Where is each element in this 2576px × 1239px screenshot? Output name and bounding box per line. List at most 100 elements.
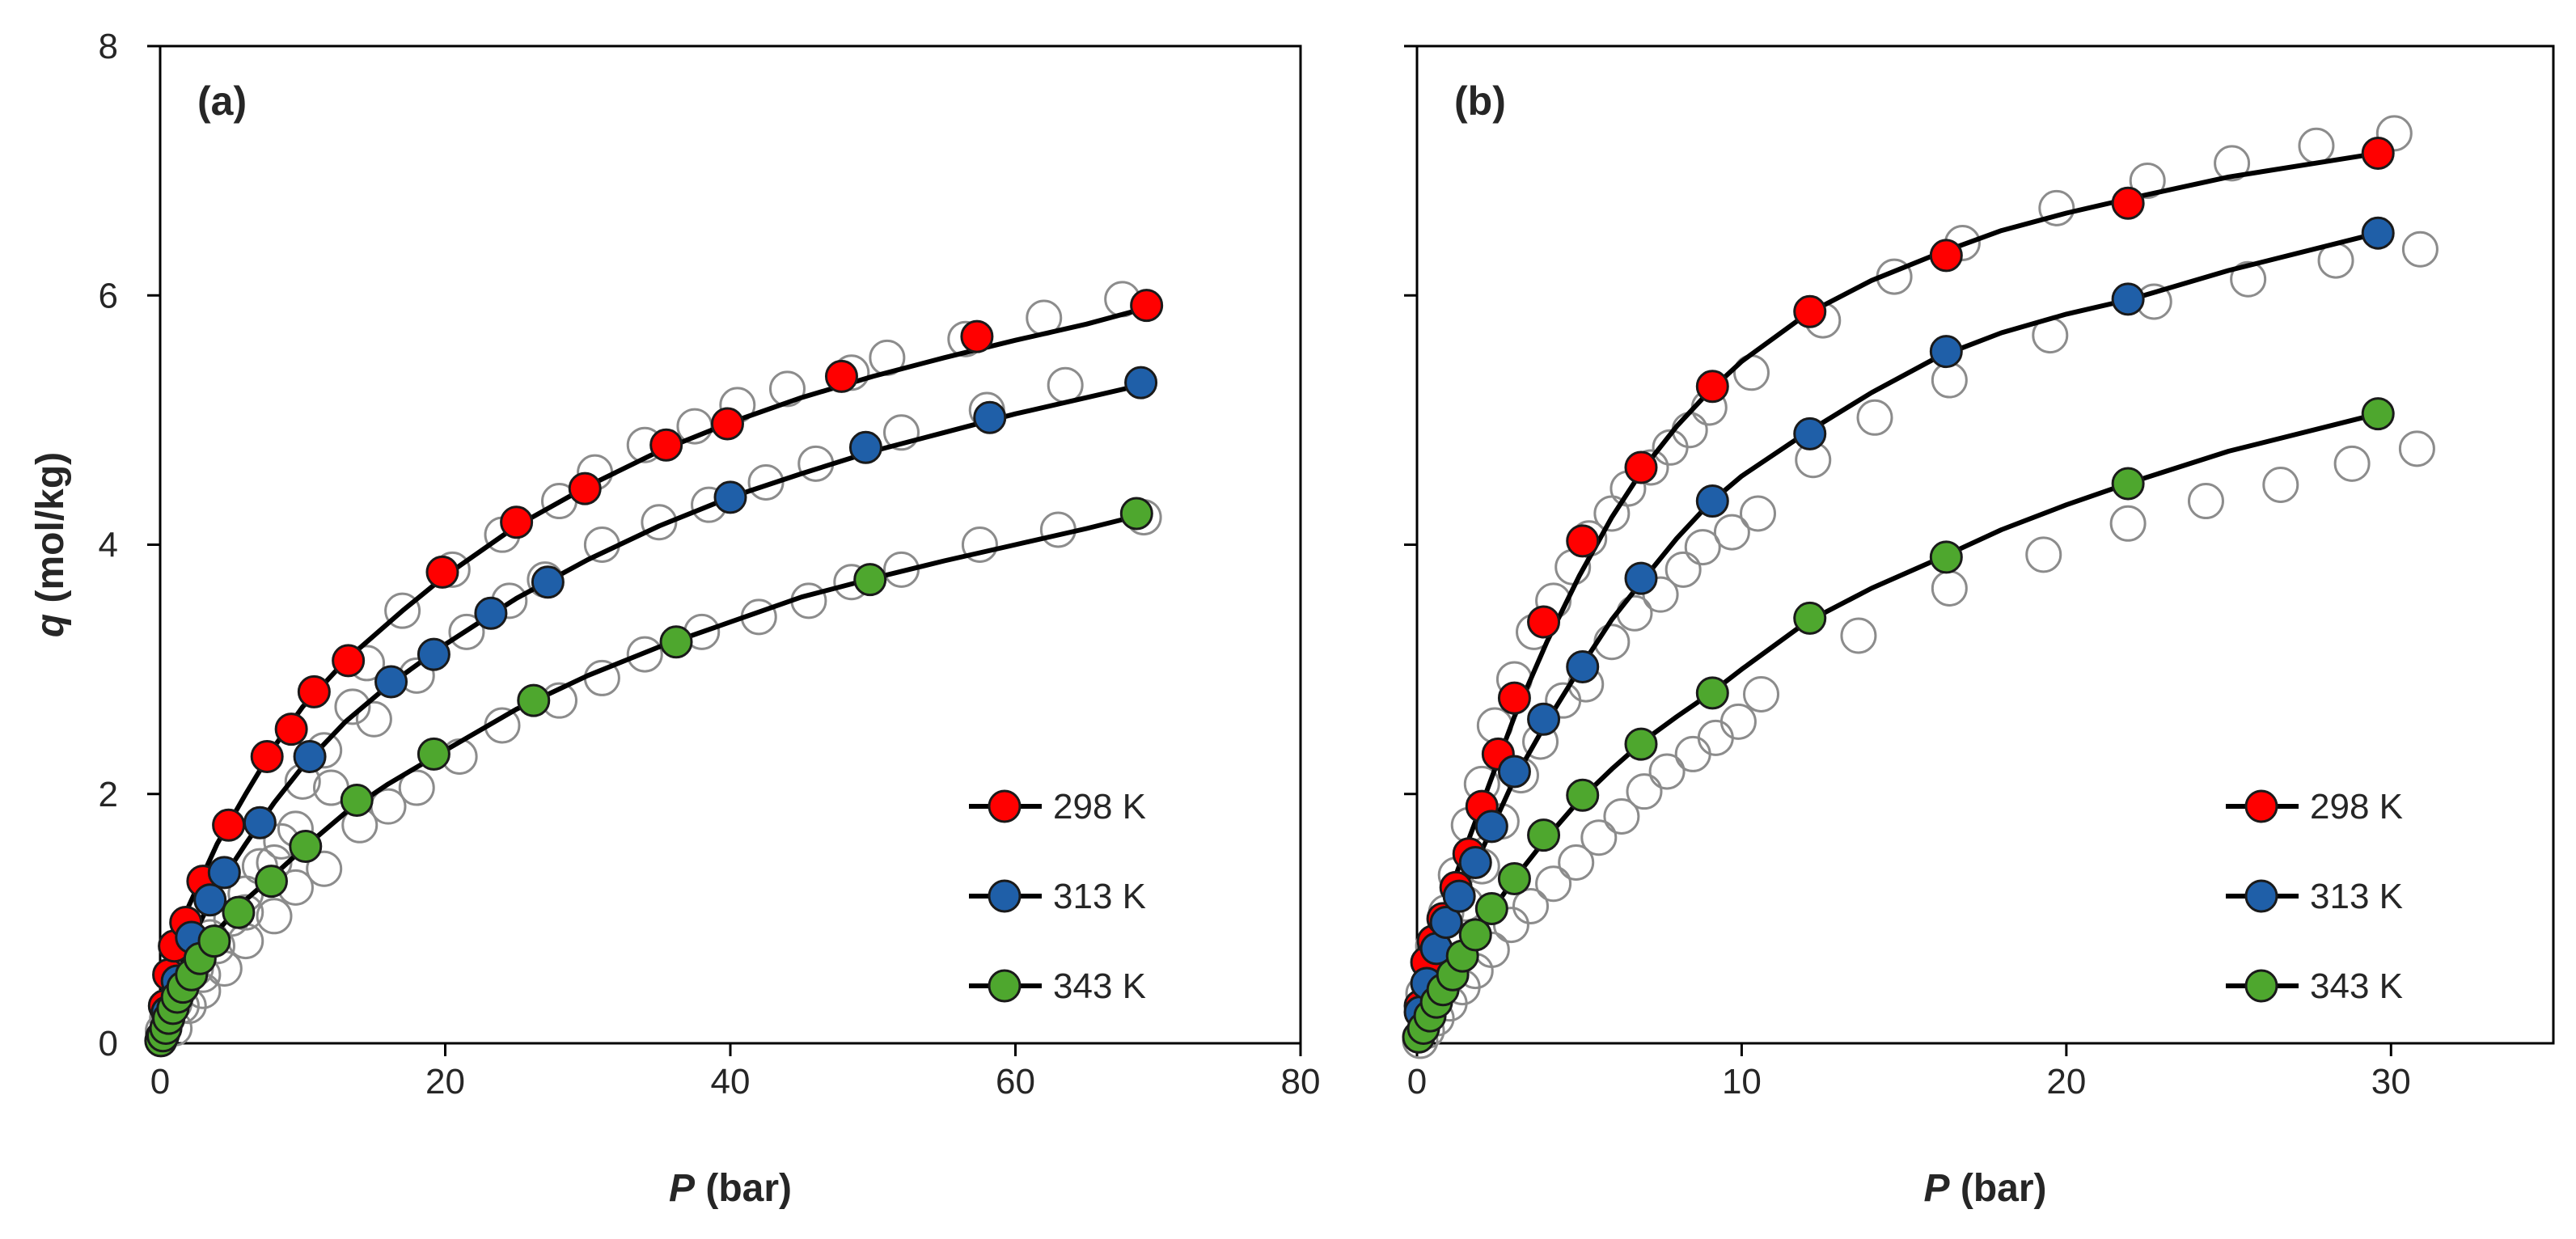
data-point bbox=[1442, 879, 1476, 913]
data-point bbox=[1566, 778, 1600, 812]
reference-point bbox=[384, 592, 421, 629]
reference-point bbox=[1664, 551, 1702, 588]
data-point bbox=[193, 883, 227, 917]
data-point bbox=[2361, 397, 2395, 431]
data-point bbox=[1474, 810, 1508, 844]
data-point bbox=[531, 565, 565, 599]
reference-point bbox=[961, 526, 998, 563]
data-point bbox=[207, 856, 241, 890]
x-tick-label: 80 bbox=[1281, 1062, 1321, 1102]
data-point bbox=[713, 480, 747, 514]
x-tick-label: 40 bbox=[711, 1062, 751, 1102]
data-point bbox=[568, 471, 602, 505]
reference-point bbox=[641, 504, 678, 541]
data-point bbox=[1458, 846, 1492, 880]
reference-point bbox=[2398, 430, 2435, 467]
reference-point bbox=[769, 370, 806, 408]
reference-point bbox=[334, 688, 371, 725]
reference-point bbox=[2333, 445, 2371, 482]
x-tick-label: 60 bbox=[996, 1062, 1035, 1102]
reference-point bbox=[1743, 675, 1780, 713]
data-point bbox=[1130, 289, 1164, 323]
data-point bbox=[1474, 892, 1508, 926]
data-point bbox=[1695, 370, 1729, 404]
y-tick-label: 0 bbox=[99, 1024, 118, 1064]
reference-point bbox=[1648, 753, 1686, 790]
legend-label: 298 K bbox=[2310, 787, 2403, 827]
data-point bbox=[1695, 484, 1729, 518]
legend-label: 313 K bbox=[2310, 877, 2403, 916]
reference-point bbox=[1684, 529, 1721, 566]
data-point bbox=[659, 625, 693, 659]
data-point bbox=[824, 359, 858, 393]
data-point bbox=[2111, 282, 2145, 316]
legend-marker bbox=[988, 789, 1022, 823]
data-point bbox=[649, 428, 683, 462]
reference-point bbox=[448, 613, 485, 650]
legend-marker bbox=[988, 969, 1022, 1003]
y-tick-label: 8 bbox=[99, 27, 118, 66]
panel-label: (a) bbox=[197, 78, 247, 124]
data-point bbox=[417, 637, 450, 671]
data-point bbox=[222, 895, 256, 929]
data-point bbox=[1429, 905, 1463, 939]
data-point bbox=[1119, 497, 1153, 531]
reference-point bbox=[2230, 260, 2267, 298]
x-tick-label: 20 bbox=[2046, 1062, 2086, 1102]
reference-point bbox=[1558, 844, 1595, 882]
reference-point bbox=[2109, 505, 2147, 542]
data-point bbox=[254, 865, 288, 899]
reference-point bbox=[1713, 514, 1750, 551]
x-tick-label: 20 bbox=[425, 1062, 465, 1102]
y-tick-label: 4 bbox=[99, 526, 118, 565]
data-point bbox=[332, 644, 366, 678]
data-point bbox=[1929, 239, 1963, 273]
data-point bbox=[1624, 561, 1658, 595]
data-point bbox=[1624, 727, 1658, 761]
data-point bbox=[1497, 862, 1531, 896]
data-point bbox=[1566, 524, 1600, 558]
reference-point bbox=[1535, 865, 1572, 903]
data-point bbox=[2361, 137, 2395, 171]
reference-point bbox=[1603, 797, 1640, 835]
legend-marker bbox=[2244, 789, 2278, 823]
data-point bbox=[500, 505, 534, 539]
reference-point bbox=[2214, 145, 2251, 182]
legend-marker bbox=[2244, 879, 2278, 913]
reference-point bbox=[355, 700, 392, 738]
data-point bbox=[2111, 467, 2145, 501]
panel-label: (b) bbox=[1454, 78, 1506, 124]
panel-b: 0 10 20 30 P (bar) (b) 298 K 313 K 343 K bbox=[1402, 44, 2555, 1210]
reference-point bbox=[747, 463, 785, 501]
x-tick-label: 0 bbox=[150, 1062, 170, 1102]
data-point bbox=[340, 783, 374, 817]
data-point bbox=[960, 319, 994, 353]
data-point bbox=[243, 806, 277, 839]
data-point bbox=[1527, 605, 1561, 639]
data-point bbox=[1793, 601, 1827, 635]
reference-point bbox=[626, 636, 663, 673]
data-point bbox=[1497, 681, 1531, 715]
data-point bbox=[274, 713, 308, 746]
data-point bbox=[1695, 676, 1729, 710]
legend-label: 343 K bbox=[1053, 966, 1146, 1006]
data-point bbox=[848, 430, 882, 464]
data-point bbox=[1793, 417, 1827, 450]
data-point bbox=[853, 563, 887, 597]
data-point bbox=[417, 737, 450, 771]
reference-point bbox=[1626, 773, 1663, 810]
data-point bbox=[1929, 335, 1963, 369]
reference-point bbox=[1512, 887, 1549, 924]
data-point bbox=[710, 407, 744, 441]
data-point bbox=[474, 596, 508, 630]
x-tick-label: 10 bbox=[1722, 1062, 1762, 1102]
panel-a: 0 20 40 60 80 0 2 4 6 8 P (bar) q (mol/kg) (a) 298 K 3… bbox=[29, 27, 1320, 1210]
data-point bbox=[297, 674, 331, 708]
y-tick-label: 6 bbox=[99, 276, 118, 315]
data-point bbox=[2111, 186, 2145, 220]
data-point bbox=[1793, 294, 1827, 328]
reference-point bbox=[1856, 399, 1893, 436]
fit-curve bbox=[158, 514, 1138, 1045]
